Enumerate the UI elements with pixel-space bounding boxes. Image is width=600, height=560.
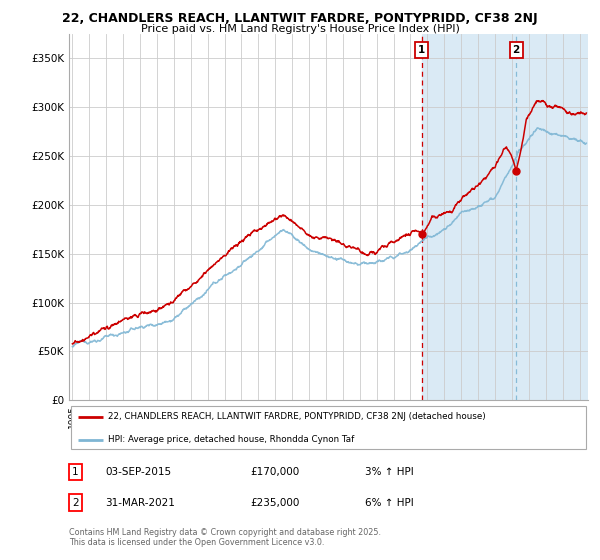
FancyBboxPatch shape (71, 406, 586, 449)
Text: 1: 1 (418, 45, 425, 55)
Text: 22, CHANDLERS REACH, LLANTWIT FARDRE, PONTYPRIDD, CF38 2NJ: 22, CHANDLERS REACH, LLANTWIT FARDRE, PO… (62, 12, 538, 25)
Text: £235,000: £235,000 (251, 498, 300, 507)
Text: 31-MAR-2021: 31-MAR-2021 (106, 498, 175, 507)
Text: £170,000: £170,000 (251, 467, 300, 477)
Text: 2: 2 (72, 498, 79, 507)
Text: 1: 1 (72, 467, 79, 477)
Text: 2: 2 (512, 45, 520, 55)
Text: 22, CHANDLERS REACH, LLANTWIT FARDRE, PONTYPRIDD, CF38 2NJ (detached house): 22, CHANDLERS REACH, LLANTWIT FARDRE, PO… (108, 412, 485, 421)
Text: Contains HM Land Registry data © Crown copyright and database right 2025.
This d: Contains HM Land Registry data © Crown c… (69, 528, 381, 547)
Text: 6% ↑ HPI: 6% ↑ HPI (365, 498, 413, 507)
Text: 03-SEP-2015: 03-SEP-2015 (106, 467, 172, 477)
Text: Price paid vs. HM Land Registry's House Price Index (HPI): Price paid vs. HM Land Registry's House … (140, 24, 460, 34)
Bar (422, 34, 588, 400)
Text: 3% ↑ HPI: 3% ↑ HPI (365, 467, 413, 477)
Text: HPI: Average price, detached house, Rhondda Cynon Taf: HPI: Average price, detached house, Rhon… (108, 435, 354, 444)
